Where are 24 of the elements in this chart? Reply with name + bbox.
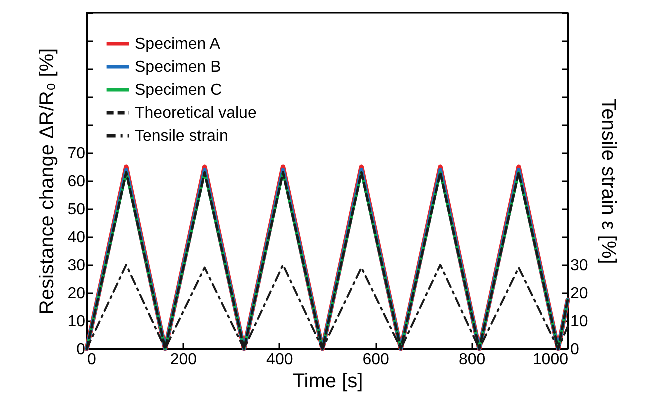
x-tick-label: 400: [266, 352, 294, 368]
x-tick-label: 800: [458, 352, 486, 368]
x-axis-title: Time [s]: [292, 370, 364, 392]
legend-label: Theoretical value: [135, 105, 257, 122]
legend-label: Specimen C: [135, 82, 222, 99]
legend-label: Specimen A: [135, 36, 221, 53]
legend-label: Specimen B: [135, 59, 222, 76]
legend-label: Tensile strain: [135, 128, 228, 145]
y2-tick-label: 20: [570, 286, 588, 302]
x-tick-label: 1000: [532, 352, 569, 368]
x-tick-label: 0: [88, 352, 96, 368]
y2-tick-label: 10: [570, 314, 588, 330]
y-tick-label: 10: [68, 314, 86, 330]
y-tick-label: 40: [68, 230, 86, 246]
y-tick-label: 70: [68, 146, 86, 162]
y-tick-label: 20: [68, 286, 86, 302]
y-tick-label: 60: [68, 174, 86, 190]
y2-axis-title: Tensile strain ε [%]: [597, 98, 620, 264]
y-axis-title: Resistance change ΔR/R₀ [%]: [36, 48, 59, 315]
y-tick-label: 50: [68, 202, 86, 218]
y2-tick-label: 30: [570, 258, 588, 274]
x-tick-label: 600: [362, 352, 390, 368]
x-tick-label: 200: [170, 352, 198, 368]
y-tick-label: 30: [68, 258, 86, 274]
